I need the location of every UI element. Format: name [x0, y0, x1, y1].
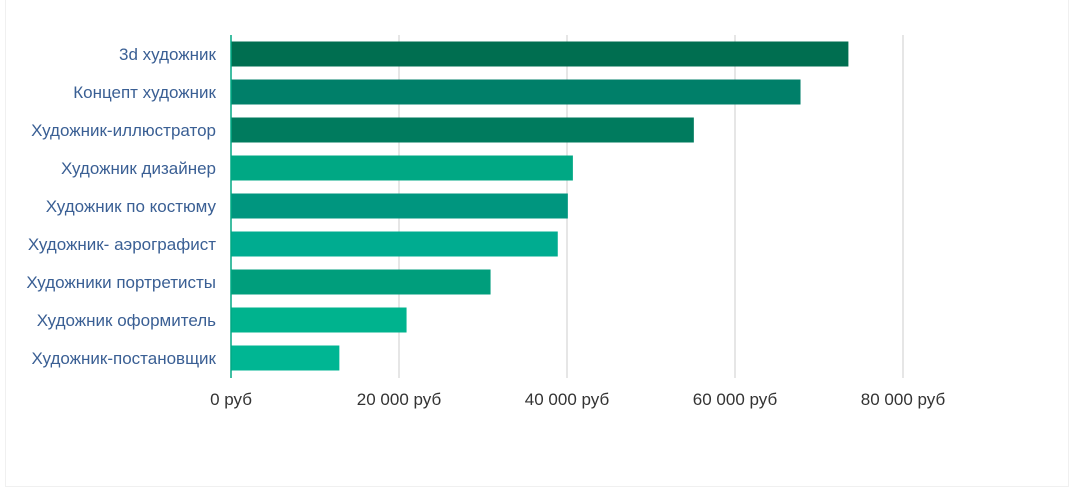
- category-label: Художник-постановщик: [32, 349, 217, 368]
- category-label: 3d художник: [119, 45, 217, 64]
- category-label: Художник оформитель: [37, 311, 216, 330]
- x-tick-label: 0 руб: [210, 390, 252, 409]
- bar: [231, 231, 558, 257]
- x-tick-label: 80 000 руб: [861, 390, 946, 409]
- bar: [231, 345, 340, 371]
- category-labels: 3d художник Концепт художник Художник-иллю…: [26, 45, 216, 368]
- bar: [231, 117, 694, 143]
- x-tick-label: 40 000 руб: [525, 390, 610, 409]
- bar: [231, 193, 568, 219]
- category-label: Концепт художник: [73, 83, 216, 102]
- category-label: Художник по костюму: [46, 197, 217, 216]
- category-label: Художник- аэрографист: [28, 235, 216, 254]
- bar: [231, 41, 849, 67]
- category-label: Художники портретисты: [26, 273, 216, 292]
- bar: [231, 307, 407, 333]
- bar: [231, 269, 491, 295]
- bars: [231, 41, 849, 371]
- bar: [231, 79, 801, 105]
- category-label: Художник дизайнер: [61, 159, 216, 178]
- category-label: Художник-иллюстратор: [31, 121, 216, 140]
- x-tick-labels: 0 руб 20 000 руб 40 000 руб 60 000 руб 80 00…: [210, 390, 945, 409]
- x-tick-label: 20 000 руб: [357, 390, 442, 409]
- bar: [231, 155, 573, 181]
- x-tick-label: 60 000 руб: [693, 390, 778, 409]
